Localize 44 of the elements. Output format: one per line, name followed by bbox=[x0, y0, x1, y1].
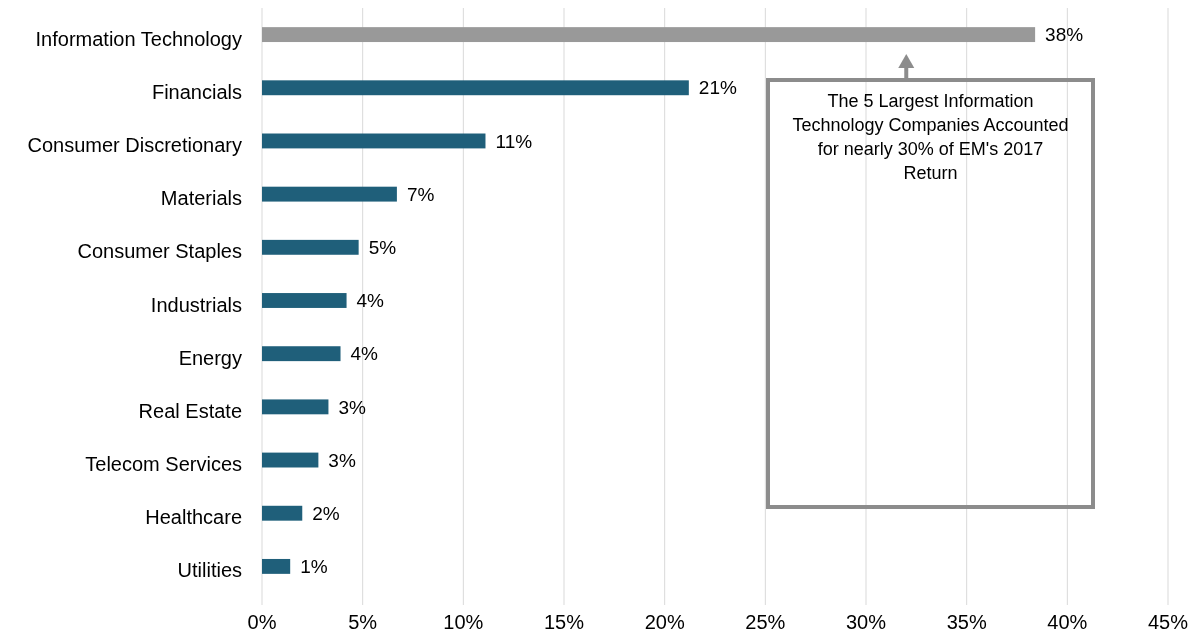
bar bbox=[262, 558, 291, 574]
data-label: 3% bbox=[338, 396, 367, 418]
x-tick-label: 15% bbox=[543, 611, 585, 633]
y-tick-label: Materials bbox=[160, 187, 242, 210]
y-tick-label: Industrials bbox=[150, 293, 242, 316]
x-tick-label: 10% bbox=[443, 611, 484, 633]
y-tick-label: Energy bbox=[178, 346, 242, 369]
data-label: 4% bbox=[356, 290, 385, 312]
data-label: 3% bbox=[328, 449, 356, 471]
bar bbox=[262, 186, 397, 202]
y-tick-label: Telecom Services bbox=[85, 453, 242, 476]
data-label: 1% bbox=[300, 556, 328, 578]
bar bbox=[262, 452, 319, 468]
data-label: 7% bbox=[406, 183, 435, 205]
data-label: 4% bbox=[350, 343, 379, 365]
bar bbox=[262, 239, 359, 255]
y-tick-label: Consumer Discretionary bbox=[27, 133, 242, 156]
y-tick-label: Information Technology bbox=[35, 27, 242, 50]
bar bbox=[262, 346, 341, 362]
bar bbox=[262, 80, 689, 96]
bar bbox=[262, 505, 303, 521]
y-tick-label: Utilities bbox=[177, 559, 242, 582]
x-tick-label: 5% bbox=[348, 611, 378, 633]
bar bbox=[262, 293, 347, 308]
y-tick-label: Financials bbox=[151, 80, 242, 103]
bar bbox=[262, 133, 486, 149]
data-label: 2% bbox=[312, 502, 340, 524]
x-tick-label: 40% bbox=[1047, 611, 1088, 633]
x-tick-label: 25% bbox=[745, 611, 786, 633]
y-tick-label: Healthcare bbox=[145, 506, 242, 529]
bar bbox=[262, 399, 329, 415]
bar bbox=[262, 27, 1036, 43]
x-tick-label: 45% bbox=[1147, 611, 1189, 633]
y-tick-label: Consumer Staples bbox=[77, 240, 242, 263]
y-tick-label: Real Estate bbox=[138, 399, 242, 422]
data-label: 38% bbox=[1045, 24, 1084, 46]
data-label: 5% bbox=[368, 236, 397, 258]
annotation: The 5 Largest Information Technology Companies Accounted for nearly 30% of EM's 2017 Return bbox=[792, 91, 1069, 183]
x-tick-label: 0% bbox=[247, 611, 277, 633]
x-tick-label: 20% bbox=[644, 611, 685, 633]
data-label: 11% bbox=[495, 130, 533, 152]
x-tick-label: 30% bbox=[845, 611, 887, 633]
x-tick-label: 35% bbox=[946, 611, 987, 633]
data-label: 21% bbox=[698, 77, 737, 99]
